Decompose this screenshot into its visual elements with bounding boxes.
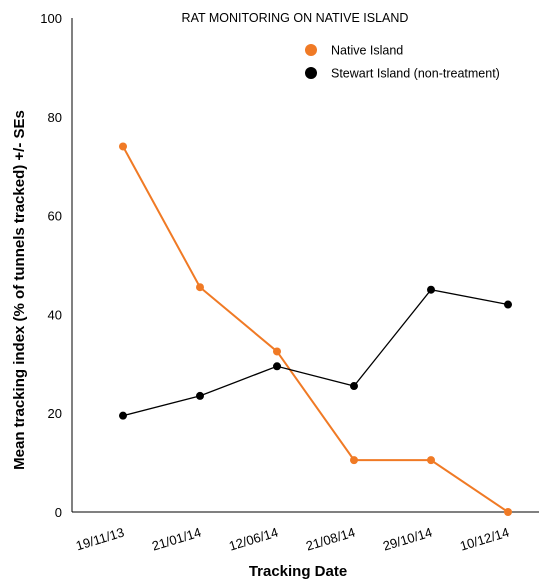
x-tick-label: 29/10/14	[381, 525, 434, 554]
y-tick-label: 60	[48, 209, 62, 224]
data-point	[196, 391, 204, 400]
series-layer	[119, 142, 512, 516]
y-axis-title: Mean tracking index (% of tunnels tracke…	[11, 110, 28, 470]
chart-title: RAT MONITORING ON NATIVE ISLAND	[182, 11, 409, 25]
data-point	[119, 411, 127, 420]
legend-label: Native Island	[331, 44, 403, 58]
y-tick-label: 80	[48, 110, 62, 125]
legend: Native Island Stewart Island (non-treatme…	[305, 44, 500, 81]
data-point	[119, 142, 127, 151]
x-axis-title: Tracking Date	[249, 563, 347, 580]
x-tick-label: 21/01/14	[150, 525, 203, 554]
series-stewart-island	[119, 285, 512, 420]
x-axis-ticks: 19/11/13 21/01/14 12/06/14 21/08/14 29/10/14…	[74, 525, 511, 554]
x-tick-label: 12/06/14	[227, 525, 280, 554]
data-point	[196, 283, 204, 292]
y-tick-label: 20	[48, 406, 62, 421]
data-point	[504, 300, 512, 309]
y-tick-label: 40	[48, 307, 62, 322]
series-native-island	[119, 142, 512, 516]
legend-marker	[305, 67, 317, 79]
data-point	[504, 508, 512, 516]
legend-label: Stewart Island (non-treatment)	[331, 67, 500, 81]
y-axis-ticks: 0 20 40 60 80 100	[40, 11, 62, 520]
x-tick-label: 10/12/14	[458, 525, 511, 554]
data-point	[350, 456, 358, 465]
series-line	[122, 145, 509, 513]
y-tick-label: 0	[55, 505, 62, 520]
data-point	[427, 285, 435, 294]
y-tick-label: 100	[40, 11, 62, 26]
data-point	[273, 347, 281, 356]
data-point	[350, 382, 358, 391]
x-tick-label: 21/08/14	[304, 525, 357, 554]
data-point	[273, 362, 281, 371]
legend-marker	[305, 44, 317, 56]
x-tick-label: 19/11/13	[74, 525, 126, 554]
data-point	[427, 456, 435, 465]
series-line	[122, 288, 509, 417]
